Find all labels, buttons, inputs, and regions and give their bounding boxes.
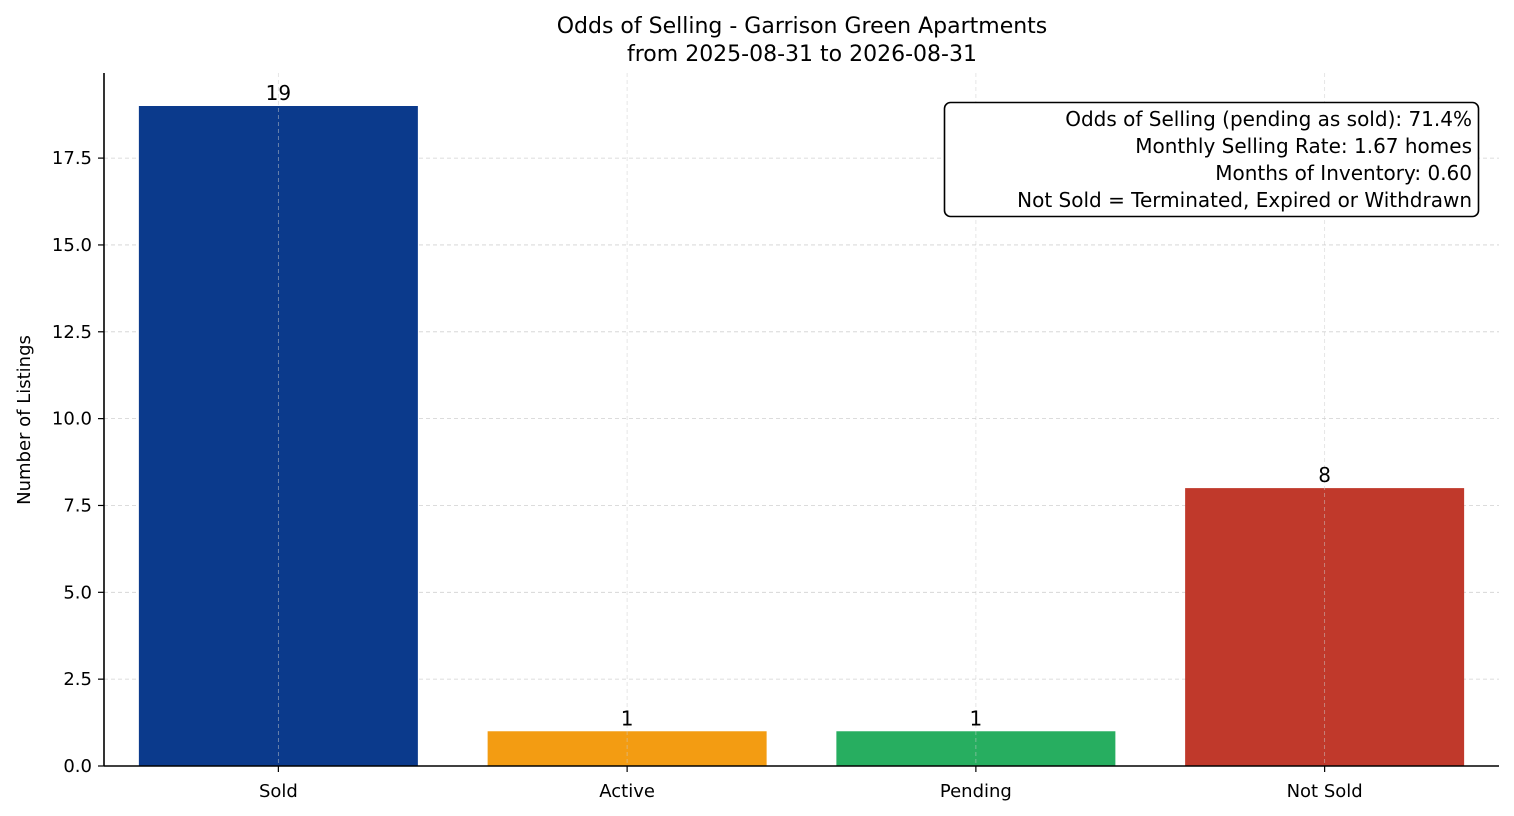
y-tick-label: 10.0 xyxy=(52,409,92,430)
y-tick-label: 5.0 xyxy=(63,582,92,603)
annotation-frame xyxy=(943,101,1480,218)
y-tick-label: 15.0 xyxy=(52,235,92,256)
chart-title: Odds of Selling - Garrison Green Apartme… xyxy=(557,14,1048,39)
data-label: 1 xyxy=(970,706,983,730)
annotation-box: Odds of Selling (pending as sold): 71.4%… xyxy=(943,101,1480,218)
annotation-line-3: Months of Inventory: 0.60 xyxy=(1215,161,1472,185)
y-tick-label: 17.5 xyxy=(52,148,92,169)
x-tick-label: Sold xyxy=(259,781,298,802)
y-axis-label: Number of Listings xyxy=(14,335,35,505)
data-label: 19 xyxy=(266,81,291,105)
chart-subtitle: from 2025-08-31 to 2026-08-31 xyxy=(627,42,977,67)
annotation-line-2: Monthly Selling Rate: 1.67 homes xyxy=(1135,134,1472,158)
y-tick-label: 2.5 xyxy=(63,669,92,690)
bar-sold xyxy=(138,106,418,766)
data-label: 1 xyxy=(621,706,634,730)
data-label: 8 xyxy=(1318,463,1331,487)
x-tick-label: Active xyxy=(599,781,655,802)
y-tick-label: 12.5 xyxy=(52,322,92,343)
axes-layer xyxy=(103,73,1499,767)
y-tick-label: 0.0 xyxy=(63,756,92,777)
annotation-line-4: Not Sold = Terminated, Expired or Withdr… xyxy=(1017,188,1472,212)
x-tick-label: Not Sold xyxy=(1287,781,1363,802)
annotation-line-1: Odds of Selling (pending as sold): 71.4% xyxy=(1065,107,1472,131)
y-tick-label: 7.5 xyxy=(63,495,92,516)
tick-layer: 0.0 2.5 5.0 7.5 10.0 12.5 15.0 17.5 Sold Active Pe… xyxy=(52,148,1363,802)
x-tick-label: Pending xyxy=(940,781,1012,802)
